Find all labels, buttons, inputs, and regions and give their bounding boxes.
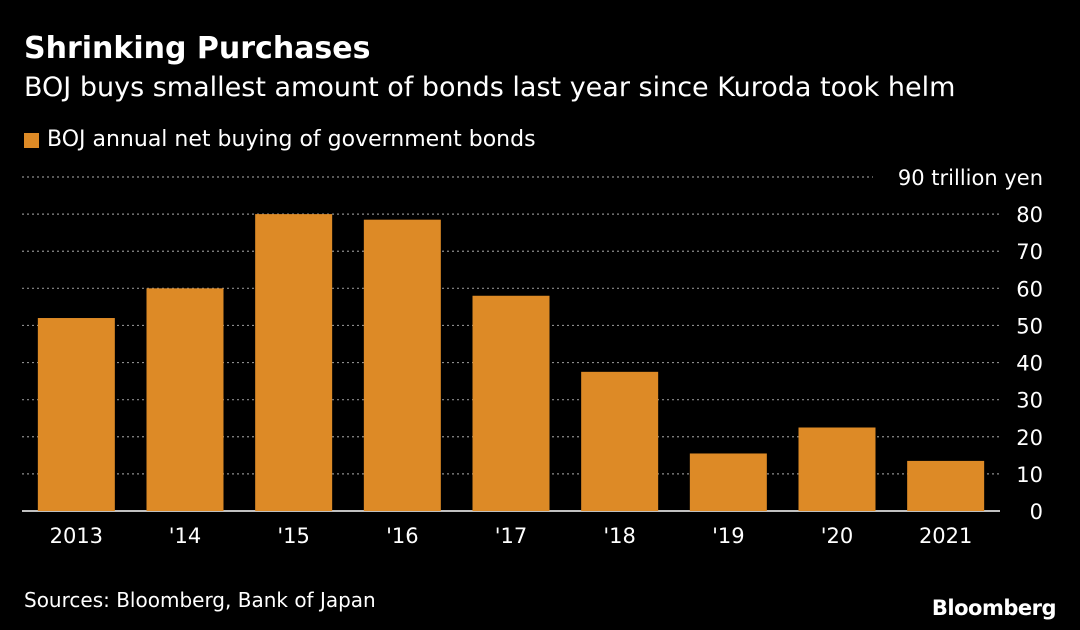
- y-tick-label: 80: [1016, 203, 1043, 227]
- x-tick-label: '19: [712, 524, 745, 548]
- bar: [37, 318, 115, 511]
- y-tick-label: 40: [1016, 352, 1043, 376]
- legend: BOJ annual net buying of government bond…: [24, 125, 536, 155]
- x-tick-label: '18: [603, 524, 636, 548]
- y-tick-label: 20: [1016, 426, 1043, 450]
- chart-title: Shrinking Purchases: [24, 31, 371, 66]
- y-tick-label: 0: [1030, 500, 1043, 524]
- bloomberg-logo: Bloomberg: [931, 596, 1057, 620]
- bar: [472, 295, 550, 511]
- bar: [146, 288, 224, 511]
- x-tick-label: '14: [169, 524, 202, 548]
- y-tick-label: 10: [1016, 463, 1043, 487]
- bar: [907, 460, 985, 511]
- x-tick-label: 2013: [50, 524, 103, 548]
- legend-swatch: [24, 132, 39, 148]
- y-tick-label: 50: [1016, 314, 1043, 338]
- y-tick-label: 70: [1016, 240, 1043, 264]
- x-tick-label: '15: [277, 524, 310, 548]
- legend-label: BOJ annual net buying of government bond…: [47, 127, 536, 152]
- y-tick-label: 60: [1016, 277, 1043, 301]
- bar: [255, 214, 333, 511]
- source-note: Sources: Bloomberg, Bank of Japan: [24, 588, 376, 612]
- bar: [363, 219, 441, 511]
- y-tick-label: 90 trillion yen: [898, 166, 1043, 190]
- bar: [798, 427, 876, 511]
- bar: [581, 371, 659, 511]
- x-tick-label: '17: [495, 524, 528, 548]
- bar: [689, 453, 767, 511]
- y-tick-label: 30: [1016, 389, 1043, 413]
- x-tick-label: '20: [821, 524, 854, 548]
- x-tick-label: 2021: [919, 524, 972, 548]
- x-tick-label: '16: [386, 524, 419, 548]
- chart-subtitle: BOJ buys smallest amount of bonds last y…: [24, 72, 956, 103]
